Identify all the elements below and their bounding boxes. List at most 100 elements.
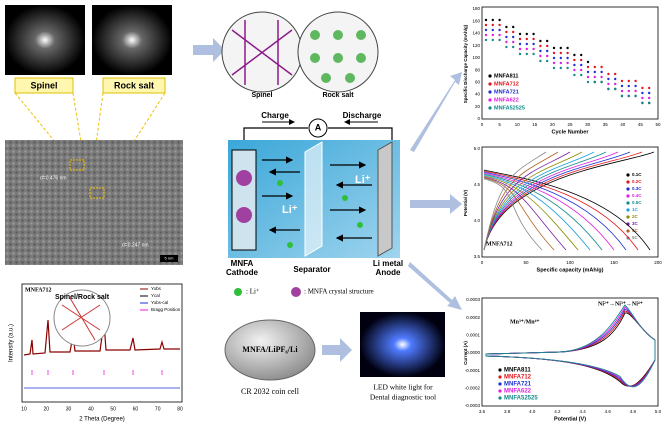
x-tick-label: 40 (88, 406, 94, 412)
y-tick-label: -0.0003 (465, 403, 481, 408)
fft-label: Rock salt (114, 80, 154, 90)
decor-curve (483, 151, 547, 251)
decor-dot (484, 38, 488, 42)
x-tick-label: 0 (481, 122, 484, 127)
legend-swatch (488, 98, 492, 102)
cathode-label: Cathode (226, 268, 259, 277)
legend-swatch (626, 194, 630, 198)
decor-curve (483, 171, 627, 251)
decor-dot (484, 33, 488, 37)
y-tick-label: 100 (472, 55, 480, 60)
decor-dot (573, 58, 576, 62)
coin-cell (224, 319, 316, 381)
legend-text: MNFA712 (494, 81, 519, 87)
decor-dot (546, 54, 549, 58)
decor-dot (593, 80, 596, 84)
rate-panel: 0 20 40 60 80 100 120 140 160 180 0 5 10 15 20 25 30 35 40… (463, 6, 661, 135)
decor-dot (634, 89, 637, 93)
decor-dot (566, 61, 569, 65)
decor-dot (620, 79, 624, 83)
decor-dot (586, 60, 590, 64)
legend-text: Bragg Position (151, 307, 181, 312)
legend-swatch (626, 173, 630, 177)
decor-dot (634, 84, 637, 88)
decor-dot (580, 58, 583, 62)
decor-dot (525, 47, 528, 51)
x-tick-label: 50 (523, 260, 529, 265)
decor-dot (641, 96, 644, 100)
decor-dot (586, 70, 590, 74)
legend-swatch (488, 82, 492, 86)
decor-curve (483, 172, 615, 251)
x-tick-label: 50 (655, 122, 661, 127)
decor-curve (483, 173, 603, 251)
x-tick-label: 20 (44, 406, 50, 412)
decor-dot (600, 75, 603, 79)
decor-dot (648, 91, 651, 95)
decor-dot (539, 39, 542, 43)
decor-dot (566, 66, 569, 70)
decor-dot (573, 53, 576, 57)
plot-frame (481, 297, 659, 407)
legend-li (234, 288, 242, 296)
y-axis-label: Intensity (a.u.) (9, 324, 15, 362)
decor-curve (485, 304, 656, 388)
legend-text: 0.3C (632, 186, 642, 191)
scale-bar-label: 5 nm (165, 256, 175, 261)
decor-curve (483, 151, 559, 251)
decor-dot (648, 86, 651, 90)
legend-swatch (488, 106, 492, 110)
decor-dot (532, 32, 535, 36)
x-tick-label: 10 (21, 406, 27, 412)
decor-curve (483, 151, 607, 251)
fft-label: Spinel (30, 80, 57, 90)
legend-swatch (626, 180, 630, 184)
gcd-panel: 3.5 4.0 4.5 5.0 0 50 100 150 200 Specific capacit… (463, 146, 662, 273)
bragg-ticks (31, 370, 163, 375)
decor-dot (573, 68, 576, 72)
decor-curve (483, 151, 619, 251)
legend-text: : MNFA crystal structure (304, 288, 374, 296)
legend-text: MNFA811 (504, 368, 531, 374)
decor-dot (573, 63, 576, 67)
x-tick-label: 4.6 (605, 409, 612, 414)
y-axis-label: Potential (V) (463, 189, 468, 216)
decor-dot (634, 79, 637, 83)
crystal-lattice (231, 20, 293, 85)
legend-text: : Li⁺ (246, 288, 260, 296)
x-tick-label: 70 (155, 406, 161, 412)
decor-dot (505, 30, 508, 34)
decor-curve (483, 178, 543, 251)
sample-label: MNFA712 (25, 287, 52, 293)
crystal-bonds (61, 297, 101, 341)
decor-dot (512, 40, 515, 44)
decor-dot (593, 75, 596, 79)
roi-box (89, 187, 105, 199)
plot-frame (481, 6, 659, 120)
x-tick-label: 40 (620, 122, 626, 127)
decor-dot (512, 30, 515, 34)
legend-text: Yobs (151, 286, 162, 291)
decor-dot (498, 23, 501, 27)
decor-dot (512, 45, 515, 49)
legend-swatch (626, 201, 630, 205)
x-tick-label: 35 (603, 122, 609, 127)
decor-dot (525, 52, 528, 56)
decor-dot (518, 42, 522, 46)
arrow (410, 194, 462, 214)
legend-text: MNFA622 (494, 97, 519, 103)
led-photo (360, 312, 445, 377)
decor-dot (614, 87, 617, 91)
legend-text: 3C (632, 221, 639, 226)
xrd-curve (23, 319, 180, 356)
decor-dot (580, 73, 583, 77)
decor-dot (566, 56, 569, 60)
y-tick-label: 4.0 (474, 218, 481, 223)
y-tick-label: -0.0002 (465, 386, 481, 391)
decor-dot (498, 18, 501, 22)
legend-text: Ycal (151, 293, 160, 298)
decor-dot (498, 28, 501, 32)
decor-dot (546, 39, 549, 43)
decor-dot (620, 84, 624, 88)
